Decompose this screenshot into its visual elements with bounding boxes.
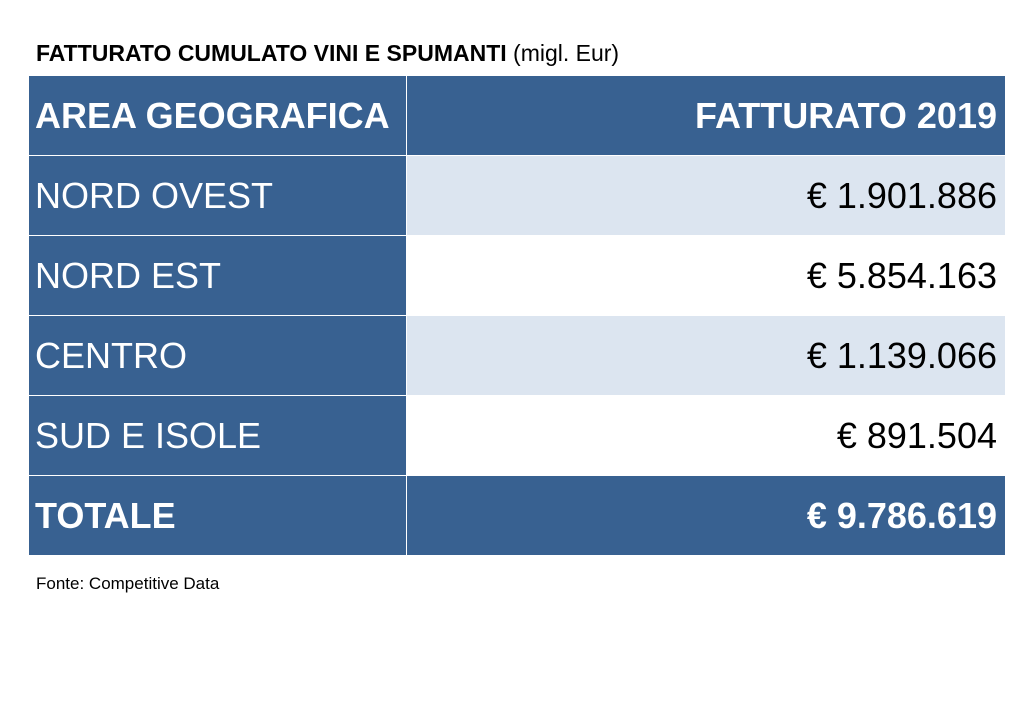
table-row: NORD OVEST € 1.901.886 — [28, 155, 1006, 236]
revenue-cell: € 1.901.886 — [406, 155, 1006, 236]
column-header-area: AREA GEOGRAFICA — [28, 75, 407, 156]
table-row: CENTRO € 1.139.066 — [28, 315, 1006, 396]
total-label: TOTALE — [28, 475, 407, 556]
title-unit: (migl. Eur) — [513, 40, 620, 66]
table-row: NORD EST € 5.854.163 — [28, 235, 1006, 316]
total-value: € 9.786.619 — [406, 475, 1006, 556]
column-header-revenue: FATTURATO 2019 — [406, 75, 1006, 156]
revenue-cell: € 891.504 — [406, 395, 1006, 476]
area-cell: SUD E ISOLE — [28, 395, 407, 476]
total-row: TOTALE € 9.786.619 — [28, 475, 1006, 556]
area-cell: CENTRO — [28, 315, 407, 396]
title-main: FATTURATO CUMULATO VINI E SPUMANTI — [36, 40, 507, 66]
area-cell: NORD EST — [28, 235, 407, 316]
table-header-row: AREA GEOGRAFICA FATTURATO 2019 — [28, 75, 1006, 156]
source-note: Fonte: Competitive Data — [36, 574, 220, 593]
revenue-cell: € 1.139.066 — [406, 315, 1006, 396]
area-cell: NORD OVEST — [28, 155, 407, 236]
table-row: SUD E ISOLE € 891.504 — [28, 395, 1006, 476]
page-title: FATTURATO CUMULATO VINI E SPUMANTI (migl… — [36, 40, 619, 67]
revenue-table: AREA GEOGRAFICA FATTURATO 2019 NORD OVES… — [28, 75, 1006, 556]
revenue-cell: € 5.854.163 — [406, 235, 1006, 316]
